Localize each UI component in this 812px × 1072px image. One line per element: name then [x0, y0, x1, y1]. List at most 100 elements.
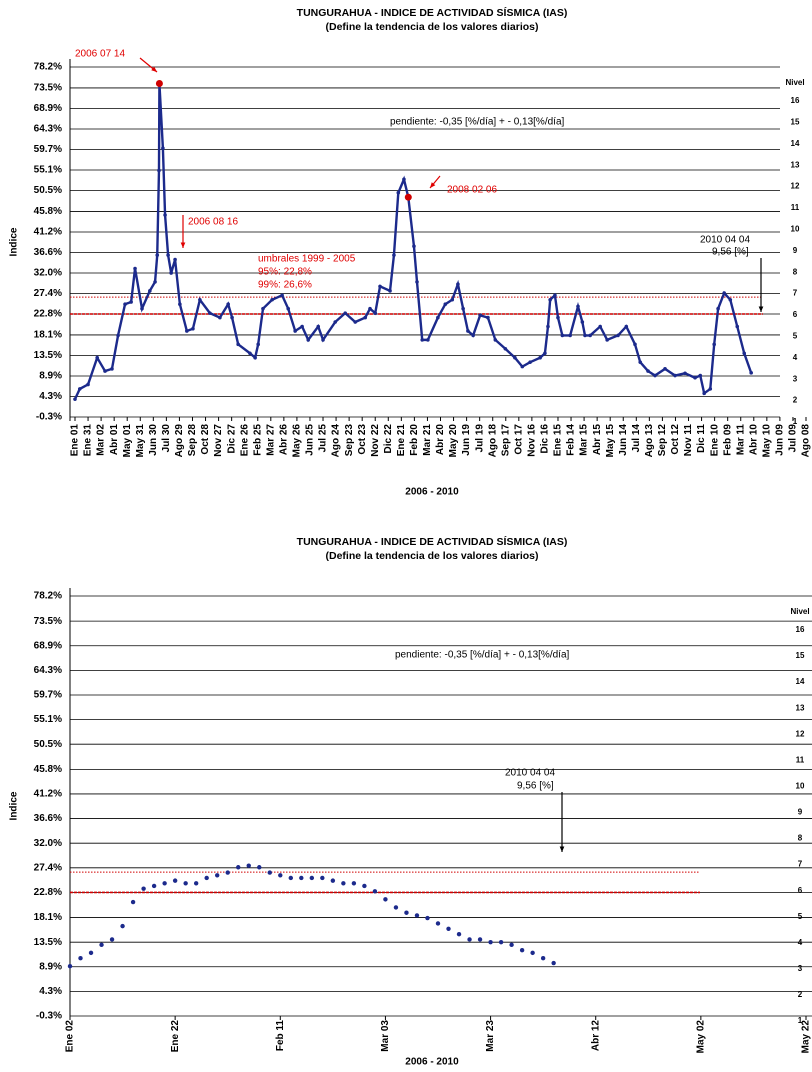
- data-point: [103, 369, 107, 373]
- arrow-head: [430, 182, 436, 188]
- data-point: [351, 881, 357, 886]
- data-point: [86, 382, 90, 387]
- level-label: 13: [791, 160, 800, 169]
- y-tick-label: 55.1%: [34, 714, 62, 725]
- data-point: [246, 863, 251, 868]
- x-tick-label: May 20: [448, 424, 459, 458]
- chart: TUNGURAHUA - INDICE DE ACTIVIDAD SÍSMICA…: [9, 535, 812, 1068]
- data-point: [546, 324, 550, 329]
- y-axis-label: Indice: [9, 791, 20, 820]
- data-point: [343, 311, 348, 315]
- level-label: 15: [791, 118, 800, 127]
- x-tick-label: May 01: [122, 424, 133, 458]
- x-tick-label: Nov 11: [683, 424, 694, 457]
- x-tick-label: Jun 14: [618, 424, 629, 456]
- data-point: [396, 190, 401, 195]
- data-point: [519, 947, 525, 953]
- level-header: Nivel: [785, 78, 804, 87]
- y-tick-label: 68.9%: [34, 640, 62, 651]
- data-point: [553, 293, 557, 298]
- data-point: [425, 915, 430, 921]
- level-label: 4: [793, 353, 798, 362]
- data-point: [88, 950, 94, 956]
- data-point: [749, 371, 753, 375]
- x-tick-label: Ago 08: [801, 424, 812, 458]
- data-point: [393, 905, 399, 910]
- x-tick-label: Abr 12: [590, 1020, 601, 1052]
- x-tick-label: May 22: [801, 1020, 812, 1054]
- y-tick-label: 27.4%: [34, 288, 62, 299]
- data-point: [722, 291, 726, 295]
- x-tick-label: Mar 15: [579, 424, 590, 456]
- x-tick-label: Ene 22: [170, 1020, 181, 1053]
- y-axis-label: Indice: [9, 227, 20, 256]
- data-point: [341, 881, 346, 886]
- data-point: [73, 397, 77, 401]
- annotation: 95%: 22,8%: [258, 267, 312, 278]
- data-point: [120, 923, 125, 929]
- x-tick-label: Dic 11: [696, 424, 707, 453]
- y-tick-label: 27.4%: [34, 862, 62, 873]
- arrow-head: [758, 306, 764, 312]
- level-label: 11: [796, 755, 805, 764]
- data-point: [183, 881, 188, 886]
- data-point: [253, 355, 257, 360]
- chart: TUNGURAHUA - INDICE DE ACTIVIDAD SÍSMICA…: [9, 6, 812, 498]
- y-tick-label: 32.0%: [34, 268, 62, 279]
- data-point: [67, 964, 73, 969]
- x-tick-label: Mar 02: [96, 424, 107, 456]
- data-point: [116, 333, 120, 338]
- level-label: 8: [798, 834, 803, 843]
- annotation: pendiente: -0,35 [%/día] + - 0,13[%/día]: [390, 117, 565, 128]
- x-tick-label: Ene 15: [553, 424, 564, 457]
- annotation: 9,56 [%]: [517, 781, 554, 792]
- x-tick-label: Mar 03: [380, 1020, 391, 1052]
- data-point: [712, 342, 716, 347]
- x-tick-label: Feb 20: [409, 424, 420, 456]
- data-point: [548, 297, 552, 302]
- data-point: [257, 865, 262, 870]
- data-point: [309, 875, 315, 881]
- data-point: [420, 338, 425, 342]
- data-point: [306, 338, 311, 342]
- data-point: [414, 913, 420, 918]
- x-tick-label: Oct 23: [357, 424, 368, 455]
- data-point: [498, 939, 504, 945]
- data-point: [735, 324, 740, 329]
- x-tick-label: May 15: [605, 424, 616, 458]
- data-point: [576, 304, 580, 309]
- x-tick-label: Feb 25: [252, 424, 263, 456]
- level-label: 8: [793, 267, 798, 276]
- level-label: 7: [793, 289, 798, 298]
- data-point: [392, 253, 396, 257]
- x-tick-label: Ene 01: [70, 424, 81, 457]
- data-point: [471, 333, 475, 338]
- level-label: 1: [793, 417, 798, 426]
- data-point: [191, 326, 195, 331]
- x-tick-label: Ago 24: [331, 424, 342, 458]
- data-point: [443, 302, 448, 306]
- x-tick-label: Jul 25: [318, 424, 329, 453]
- x-tick-label: May 31: [135, 424, 146, 458]
- arrow-head: [180, 242, 186, 248]
- x-axis-label: 2006 - 2010: [405, 1057, 459, 1068]
- data-point: [488, 939, 493, 945]
- y-tick-label: 8.9%: [39, 371, 62, 382]
- data-point: [540, 956, 546, 961]
- level-label: 16: [791, 96, 800, 105]
- data-point: [560, 333, 565, 338]
- data-point: [280, 293, 284, 298]
- data-point: [218, 315, 222, 320]
- x-tick-label: May 10: [761, 424, 772, 458]
- data-point: [333, 320, 338, 324]
- data-point: [99, 942, 104, 948]
- x-tick-label: Ene 10: [709, 424, 720, 457]
- x-tick-label: Nov 27: [213, 424, 224, 457]
- y-tick-label: 78.2%: [34, 62, 62, 73]
- data-point: [598, 324, 602, 329]
- y-tick-label: 18.1%: [34, 912, 62, 923]
- data-point: [467, 937, 472, 942]
- data-point: [638, 360, 643, 364]
- data-point: [520, 364, 525, 369]
- y-tick-label: 4.3%: [39, 391, 62, 402]
